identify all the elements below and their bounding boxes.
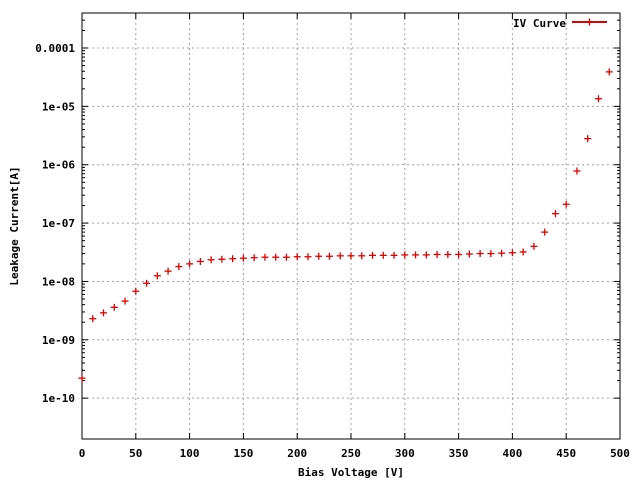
data-point: [530, 242, 538, 250]
data-point: [347, 252, 355, 260]
x-tick-label: 500: [610, 447, 630, 460]
data-point: [143, 279, 151, 287]
data-point: [562, 200, 570, 208]
data-point: [78, 374, 86, 382]
data-point: [315, 252, 323, 260]
data-point: [304, 253, 312, 261]
grid: [82, 13, 620, 439]
y-axis-label: Leakage Current[A]: [8, 166, 21, 285]
data-point: [455, 250, 463, 258]
data-point: [282, 253, 290, 261]
data-point: [498, 249, 506, 257]
x-tick-label: 250: [341, 447, 361, 460]
y-tick-label: 0.0001: [35, 42, 75, 55]
y-tick-labels: 1e-10 1e-09 1e-08 1e-07 1e-06 1e-05 0.0001: [35, 42, 75, 405]
data-point: [573, 167, 581, 175]
data-point: [390, 251, 398, 259]
data-point: [541, 228, 549, 236]
data-point: [239, 254, 247, 262]
y-tick-label: 1e-10: [42, 392, 75, 405]
data-point: [519, 248, 527, 256]
data-point: [186, 260, 194, 268]
data-point: [100, 309, 108, 317]
data-point: [551, 210, 559, 218]
data-point: [153, 272, 161, 280]
data-point: [476, 250, 484, 258]
data-point: [207, 256, 215, 264]
x-tick-label: 50: [129, 447, 142, 460]
data-point: [196, 257, 204, 265]
x-tick-label: 100: [180, 447, 200, 460]
y-tick-label: 1e-05: [42, 100, 75, 113]
data-points: [78, 68, 613, 382]
legend-label: IV Curve: [513, 17, 566, 30]
y-tick-label: 1e-06: [42, 159, 75, 172]
data-point: [444, 250, 452, 258]
data-point: [433, 250, 441, 258]
data-point: [584, 135, 592, 143]
x-tick-label: 0: [79, 447, 86, 460]
data-point: [594, 95, 602, 103]
data-point: [293, 253, 301, 261]
data-point: [422, 251, 430, 259]
y-tick-label: 1e-08: [42, 275, 75, 288]
data-point: [218, 255, 226, 263]
data-point: [164, 267, 172, 275]
legend-marker: [586, 18, 593, 26]
data-point: [369, 251, 377, 259]
x-tick-label: 400: [502, 447, 522, 460]
data-point: [358, 252, 366, 260]
legend: IV Curve: [513, 17, 607, 30]
x-tick-label: 200: [287, 447, 307, 460]
axis-ticks: [81, 13, 621, 439]
data-point: [229, 255, 237, 263]
data-point: [175, 263, 183, 271]
data-point: [508, 249, 516, 257]
data-point: [121, 297, 129, 305]
data-point: [605, 68, 613, 76]
data-point: [261, 253, 269, 261]
data-point: [110, 303, 118, 311]
x-tick-label: 350: [449, 447, 469, 460]
data-point: [132, 287, 140, 295]
data-point: [412, 251, 420, 259]
data-point: [325, 252, 333, 260]
data-point: [336, 252, 344, 260]
y-tick-label: 1e-07: [42, 217, 75, 230]
data-point: [89, 315, 97, 323]
data-point: [487, 250, 495, 258]
x-tick-labels: 0 50 100 150 200 250 300 350 400 450 500: [79, 447, 630, 460]
x-axis-label: Bias Voltage [V]: [298, 466, 404, 479]
x-tick-label: 300: [395, 447, 415, 460]
y-tick-label: 1e-09: [42, 334, 75, 347]
data-point: [401, 251, 409, 259]
x-tick-label: 450: [556, 447, 576, 460]
plot-frame: [81, 12, 621, 440]
data-point: [272, 253, 280, 261]
data-point: [250, 254, 258, 262]
data-point: [465, 250, 473, 258]
x-tick-label: 150: [233, 447, 253, 460]
data-point: [379, 251, 387, 259]
